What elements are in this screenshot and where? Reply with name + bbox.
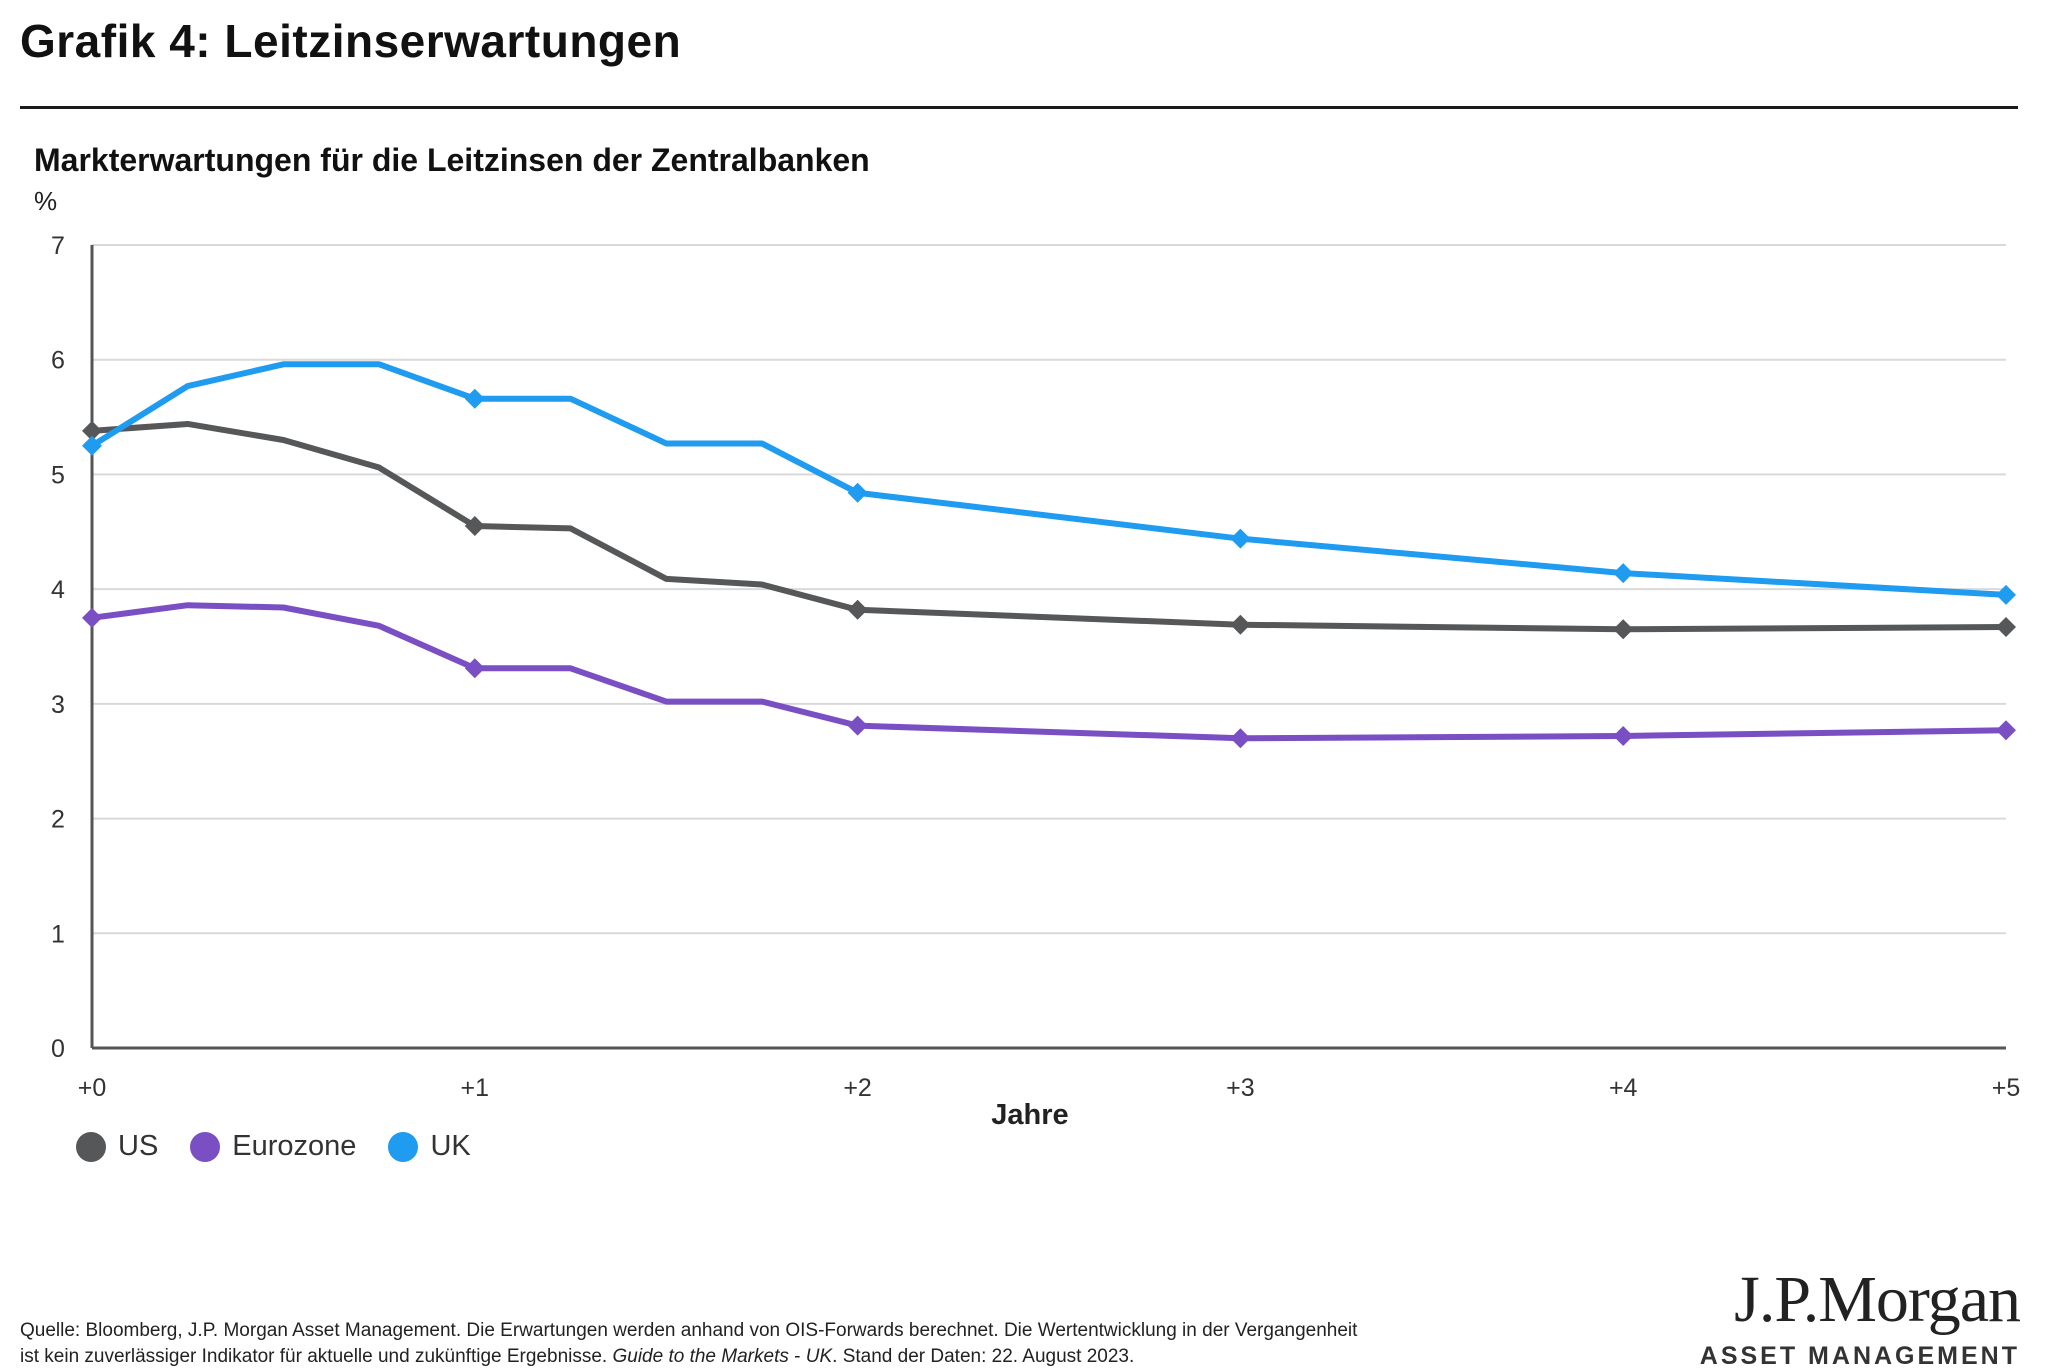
x-tick-label: +2 [843,1074,872,1102]
title-divider [20,106,2018,109]
y-tick-label: 3 [51,691,65,719]
series-lines [82,361,2016,749]
legend-marker [190,1131,221,1162]
y-axis-unit-label: % [34,186,57,216]
y-tick-label: 2 [51,806,65,834]
legend-item-eurozone: Eurozone [190,1130,356,1163]
series-line-eurozone [89,602,2009,742]
data-point-uk [1996,584,2016,605]
y-tick-label: 1 [51,920,65,948]
data-point-eurozone [1996,720,2016,741]
gridlines [92,244,2006,935]
data-point-eurozone [1613,725,1634,746]
chart-title: Markterwartungen für die Leitzinsen der … [34,142,870,178]
y-tick-label: 6 [51,347,65,375]
data-point-us [464,516,485,537]
data-point-us [1230,614,1251,635]
source-line-2: ist kein zuverlässiger Indikator für akt… [20,1346,1135,1367]
data-point-uk [847,482,868,503]
logo-subtitle: ASSET MANAGEMENT [1699,1342,2020,1370]
source-note: Quelle: Bloomberg, J.P. Morgan Asset Man… [20,1318,1680,1370]
x-axis: +0 +1 +2 +3 +4 +5 [78,1046,2021,1102]
series-line-us [89,420,2009,633]
data-point-eurozone [847,715,868,736]
legend-label: UK [430,1130,471,1162]
data-point-eurozone [464,658,485,679]
data-point-us [847,599,868,620]
y-tick-label: 4 [51,576,65,604]
page-title: Grafik 4: Leitzinserwartungen [20,15,682,67]
legend: US Eurozone UK [76,1130,471,1163]
data-point-eurozone [1230,728,1251,749]
jpmorgan-logo: J.P.Morgan [1734,1263,2021,1336]
legend-marker [76,1131,106,1162]
y-axis: 0 1 2 3 4 5 6 7 [51,232,94,1063]
data-point-us [1613,619,1634,640]
data-point-uk [82,435,102,456]
source-line-1: Quelle: Bloomberg, J.P. Morgan Asset Man… [20,1320,1358,1341]
y-tick-label: 0 [51,1035,65,1063]
legend-item-uk: UK [388,1130,471,1163]
x-tick-label: +1 [461,1074,490,1102]
legend-label: US [118,1130,159,1162]
x-tick-label: +3 [1226,1074,1255,1102]
data-point-us [1996,616,2016,637]
x-tick-label: +0 [78,1074,107,1102]
legend-item-us: US [76,1130,158,1163]
x-axis-label: Jahre [991,1099,1068,1131]
x-tick-label: +4 [1609,1074,1638,1102]
data-point-uk [464,388,485,409]
x-tick-label: +5 [1992,1074,2021,1102]
y-tick-label: 5 [51,461,65,489]
series-line-uk [89,361,2009,598]
data-point-uk [1613,563,1634,584]
data-point-uk [1230,528,1251,549]
legend-marker [388,1131,419,1162]
y-tick-label: 7 [51,232,65,260]
data-point-eurozone [82,607,102,628]
legend-label: Eurozone [232,1130,357,1162]
data-point-us [82,420,102,441]
